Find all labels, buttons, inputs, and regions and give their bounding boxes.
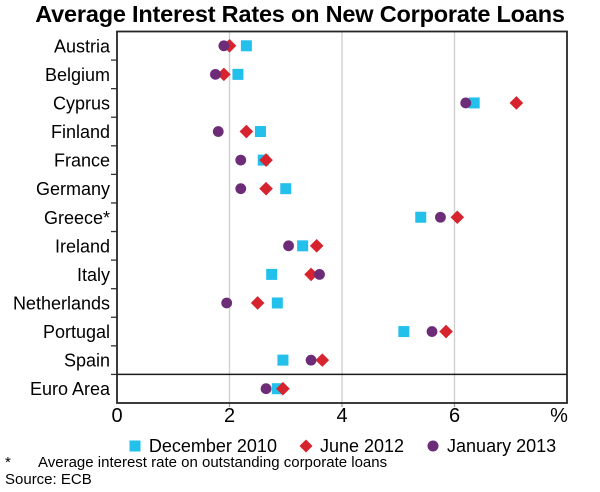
marker-january-2013-cyprus bbox=[460, 97, 472, 109]
marker-january-2013-netherlands bbox=[221, 297, 233, 309]
source-text: Source: ECB bbox=[5, 471, 92, 488]
plot-border bbox=[116, 30, 568, 404]
marker-december-2010-netherlands bbox=[271, 297, 283, 309]
x-tick-label-0: 0 bbox=[111, 405, 122, 427]
category-label-austria: Austria bbox=[54, 36, 111, 56]
category-label-italy: Italy bbox=[77, 265, 110, 285]
footnote-asterisk: * bbox=[5, 454, 11, 471]
marker-june-2012-cyprus bbox=[509, 96, 524, 110]
marker-december-2010-cyprus bbox=[468, 97, 480, 109]
chart-legend: December 2010 June 2012 January 2013 bbox=[117, 435, 567, 457]
legend-label-june-2012: June 2012 bbox=[319, 435, 405, 456]
footnote-line: * Average interest rate on outstanding c… bbox=[5, 455, 575, 471]
footnote-text: Average interest rate on outstanding cor… bbox=[38, 454, 388, 471]
marker-june-2012-belgium bbox=[217, 67, 231, 82]
marker-december-2010-belgium bbox=[232, 68, 244, 80]
category-label-ireland: Ireland bbox=[55, 236, 110, 256]
chart-title: Average Interest Rates on New Corporate … bbox=[35, 1, 565, 27]
marker-january-2013-belgium bbox=[210, 68, 221, 80]
diamond-marker-glyph bbox=[299, 439, 313, 453]
chart-footnotes: * Average interest rate on outstanding c… bbox=[5, 455, 575, 488]
square-marker-icon bbox=[129, 440, 141, 452]
marker-june-2012-portugal bbox=[439, 324, 453, 339]
marker-june-2012-germany bbox=[259, 181, 273, 196]
marker-december-2010-spain bbox=[277, 354, 289, 366]
category-label-portugal: Portugal bbox=[43, 322, 110, 342]
marker-december-2010-finland bbox=[254, 126, 266, 138]
category-label-france: France bbox=[54, 151, 110, 171]
marker-december-2010-austria bbox=[240, 40, 252, 52]
legend-item-january-2013: January 2013 bbox=[426, 436, 556, 457]
marker-june-2012-spain bbox=[315, 353, 330, 367]
marker-december-2010-ireland bbox=[297, 240, 309, 252]
marker-january-2013-euro-area bbox=[260, 383, 272, 395]
marker-january-2013-ireland bbox=[283, 240, 294, 252]
marker-december-2010-germany bbox=[280, 183, 292, 195]
category-label-euro-area: Euro Area bbox=[30, 379, 111, 399]
marker-december-2010-italy bbox=[266, 268, 278, 280]
marker-december-2010-portugal bbox=[398, 326, 410, 338]
marker-june-2012-italy bbox=[304, 267, 318, 282]
category-label-finland: Finland bbox=[51, 122, 110, 142]
marker-june-2012-france bbox=[259, 153, 273, 167]
category-label-spain: Spain bbox=[64, 351, 110, 371]
marker-january-2013-germany bbox=[235, 183, 247, 195]
category-label-belgium: Belgium bbox=[45, 65, 110, 85]
marker-june-2012-netherlands bbox=[250, 296, 265, 310]
x-axis-unit-label: % bbox=[550, 405, 568, 427]
legend-label-december-2010: December 2010 bbox=[148, 435, 277, 456]
legend-label-january-2013: January 2013 bbox=[447, 435, 557, 456]
marker-january-2013-france bbox=[235, 154, 247, 166]
x-tick-label-4: 4 bbox=[336, 405, 347, 427]
x-tick-label-2: 2 bbox=[224, 405, 235, 427]
marker-january-2013-greece bbox=[435, 211, 446, 223]
circle-marker-icon bbox=[427, 440, 439, 452]
circle-marker-glyph bbox=[427, 440, 439, 452]
marker-january-2013-portugal bbox=[426, 326, 438, 337]
marker-june-2012-finland bbox=[239, 124, 254, 139]
x-tick-label-6: 6 bbox=[449, 405, 460, 427]
category-label-germany: Germany bbox=[36, 179, 110, 199]
marker-december-2010-greece bbox=[415, 211, 427, 223]
marker-june-2012-greece bbox=[450, 210, 465, 225]
marker-january-2013-italy bbox=[314, 269, 325, 280]
legend-item-june-2012: June 2012 bbox=[299, 436, 404, 457]
square-marker-glyph bbox=[129, 440, 141, 452]
marker-january-2013-finland bbox=[212, 126, 224, 137]
marker-june-2012-ireland bbox=[309, 239, 324, 253]
diamond-marker-icon bbox=[299, 439, 313, 453]
marker-january-2013-austria bbox=[218, 40, 230, 52]
legend-item-december-2010: December 2010 bbox=[128, 436, 277, 457]
category-label-greece: Greece* bbox=[44, 208, 110, 228]
marker-june-2012-euro-area bbox=[276, 381, 290, 396]
category-label-netherlands: Netherlands bbox=[13, 293, 110, 313]
category-label-cyprus: Cyprus bbox=[53, 93, 110, 113]
marker-january-2013-spain bbox=[305, 354, 317, 366]
